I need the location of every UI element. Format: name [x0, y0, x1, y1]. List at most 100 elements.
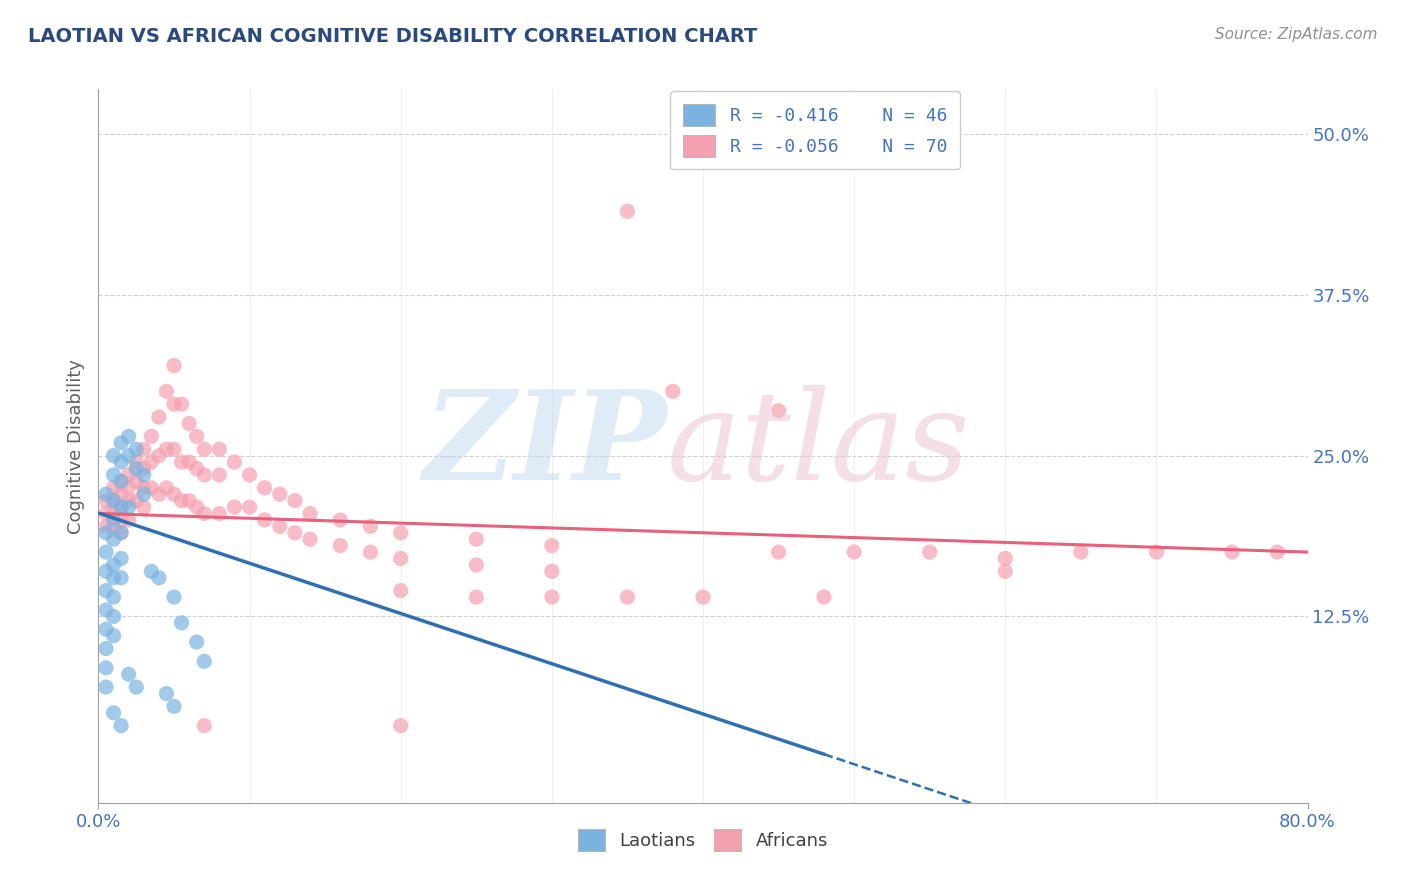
Point — [110, 500, 132, 514]
Point — [269, 487, 291, 501]
Point — [389, 551, 412, 566]
Point — [103, 493, 125, 508]
Point — [94, 525, 117, 540]
Point — [193, 719, 215, 733]
Point — [299, 507, 322, 521]
Point — [540, 539, 562, 553]
Point — [94, 493, 117, 508]
Point — [163, 699, 186, 714]
Point — [465, 558, 488, 572]
Point — [103, 533, 125, 547]
Point — [155, 481, 177, 495]
Point — [118, 500, 141, 514]
Point — [170, 455, 193, 469]
Point — [170, 493, 193, 508]
Text: Source: ZipAtlas.com: Source: ZipAtlas.com — [1215, 27, 1378, 42]
Point — [118, 513, 141, 527]
Point — [465, 590, 488, 604]
Point — [103, 519, 125, 533]
Point — [110, 525, 132, 540]
Point — [110, 487, 132, 501]
Point — [284, 525, 307, 540]
Legend: Laotians, Africans: Laotians, Africans — [571, 822, 835, 858]
Point — [155, 384, 177, 399]
Point — [148, 571, 170, 585]
Point — [360, 519, 382, 533]
Point — [179, 493, 201, 508]
Point — [186, 461, 208, 475]
Point — [661, 384, 683, 399]
Point — [170, 397, 193, 411]
Point — [103, 507, 125, 521]
Point — [110, 571, 132, 585]
Point — [186, 500, 208, 514]
Point — [170, 615, 193, 630]
Point — [1070, 545, 1092, 559]
Point — [141, 481, 163, 495]
Point — [125, 475, 148, 489]
Point — [299, 533, 322, 547]
Point — [132, 467, 155, 482]
Point — [103, 629, 125, 643]
Point — [540, 565, 562, 579]
Point — [118, 429, 141, 443]
Point — [360, 545, 382, 559]
Point — [148, 410, 170, 425]
Point — [132, 487, 155, 501]
Point — [94, 519, 117, 533]
Point — [94, 661, 117, 675]
Point — [163, 487, 186, 501]
Point — [118, 667, 141, 681]
Point — [103, 513, 125, 527]
Point — [141, 455, 163, 469]
Point — [148, 449, 170, 463]
Point — [103, 571, 125, 585]
Point — [94, 545, 117, 559]
Point — [110, 525, 132, 540]
Point — [540, 590, 562, 604]
Point — [155, 686, 177, 700]
Point — [125, 493, 148, 508]
Point — [148, 487, 170, 501]
Point — [132, 461, 155, 475]
Point — [389, 525, 412, 540]
Point — [918, 545, 941, 559]
Point — [193, 442, 215, 457]
Point — [110, 435, 132, 450]
Point — [163, 590, 186, 604]
Point — [208, 467, 231, 482]
Point — [110, 551, 132, 566]
Point — [110, 500, 132, 514]
Point — [179, 455, 201, 469]
Point — [110, 719, 132, 733]
Point — [844, 545, 866, 559]
Point — [103, 467, 125, 482]
Point — [125, 680, 148, 694]
Point — [193, 467, 215, 482]
Point — [224, 455, 246, 469]
Point — [103, 609, 125, 624]
Point — [389, 583, 412, 598]
Point — [103, 493, 125, 508]
Point — [125, 442, 148, 457]
Point — [193, 507, 215, 521]
Point — [616, 590, 638, 604]
Point — [186, 635, 208, 649]
Point — [125, 461, 148, 475]
Point — [118, 481, 141, 495]
Point — [208, 507, 231, 521]
Point — [94, 680, 117, 694]
Point — [179, 417, 201, 431]
Point — [269, 519, 291, 533]
Point — [118, 449, 141, 463]
Point — [94, 641, 117, 656]
Point — [1267, 545, 1289, 559]
Point — [118, 493, 141, 508]
Point — [239, 500, 262, 514]
Y-axis label: Cognitive Disability: Cognitive Disability — [66, 359, 84, 533]
Point — [103, 481, 125, 495]
Point — [94, 583, 117, 598]
Point — [141, 565, 163, 579]
Point — [94, 622, 117, 636]
Text: atlas: atlas — [666, 385, 970, 507]
